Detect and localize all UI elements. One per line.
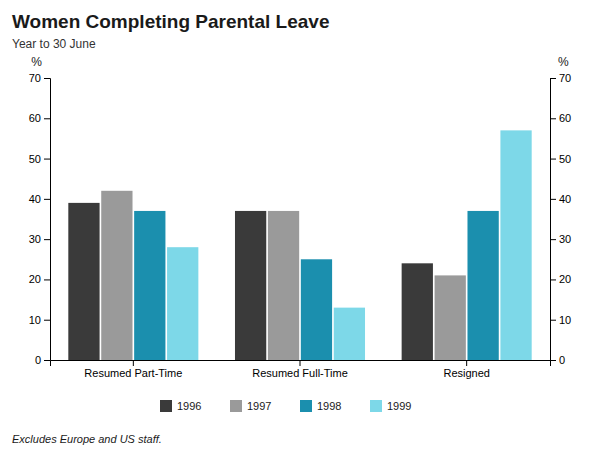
tick: Resumed Part-Time bbox=[84, 360, 182, 379]
bar-series bbox=[101, 191, 466, 360]
subtitle: Year to 30 June bbox=[12, 37, 96, 51]
tick-label: 20 bbox=[559, 273, 571, 285]
tick-label: 40 bbox=[29, 193, 41, 205]
tick-mark bbox=[300, 360, 301, 366]
bar bbox=[101, 191, 132, 360]
tick-label: Resigned bbox=[443, 367, 489, 379]
legend-item: 1996 bbox=[160, 400, 201, 412]
tick: 40 bbox=[550, 193, 571, 205]
tick: 60 bbox=[550, 112, 571, 124]
legend-item: 1997 bbox=[230, 400, 271, 412]
tick: 30 bbox=[29, 233, 50, 245]
legend-label: 1999 bbox=[387, 400, 411, 412]
title: Women Completing Parental Leave bbox=[12, 11, 329, 32]
tick-mark bbox=[44, 239, 50, 240]
tick-label: 10 bbox=[559, 314, 571, 326]
tick-mark bbox=[44, 118, 50, 119]
tick: 10 bbox=[29, 314, 50, 326]
axis-title: % bbox=[31, 55, 42, 69]
tick-mark bbox=[550, 159, 556, 160]
tick-label: 60 bbox=[29, 112, 41, 124]
x-axis: Resumed Part-Time Resumed Full-Time Resign… bbox=[51, 360, 551, 379]
legend-item: 1998 bbox=[300, 400, 341, 412]
legend-swatch bbox=[160, 400, 172, 412]
tick-label: 30 bbox=[29, 233, 41, 245]
tick-mark bbox=[550, 279, 556, 280]
tick-label: 70 bbox=[29, 72, 41, 84]
legend-swatch bbox=[300, 400, 312, 412]
tick: 10 bbox=[550, 314, 571, 326]
legend-item: 1999 bbox=[370, 400, 411, 412]
tick-mark bbox=[44, 320, 50, 321]
tick-mark bbox=[550, 78, 556, 79]
y-axis-right: 0 10 20 30 40 50 60 70 bbox=[550, 72, 571, 366]
axis-line bbox=[51, 361, 551, 367]
tick-mark bbox=[44, 159, 50, 160]
tick: 20 bbox=[550, 273, 571, 285]
bar bbox=[435, 275, 466, 360]
tick: 60 bbox=[29, 112, 50, 124]
tick: Resigned bbox=[443, 360, 489, 379]
y-axis: 0 10 20 30 40 50 60 70 bbox=[29, 72, 51, 366]
tick-label: 60 bbox=[559, 112, 571, 124]
plot: Resumed Part-Time Resumed Full-Time Resign… bbox=[29, 55, 572, 379]
tick-label: 30 bbox=[559, 233, 571, 245]
axis-title: % bbox=[558, 55, 569, 69]
tick: 0 bbox=[550, 354, 565, 366]
tick-mark bbox=[550, 239, 556, 240]
tick-label: 0 bbox=[35, 354, 41, 366]
tick: 50 bbox=[29, 153, 50, 165]
tick-mark bbox=[44, 199, 50, 200]
tick: 20 bbox=[29, 273, 50, 285]
bar-series bbox=[134, 211, 499, 360]
tick-label: 70 bbox=[559, 72, 571, 84]
legend-label: 1998 bbox=[317, 400, 341, 412]
bar bbox=[235, 211, 266, 360]
tick: 50 bbox=[550, 153, 571, 165]
legend-label: 1997 bbox=[247, 400, 271, 412]
tick-mark bbox=[550, 199, 556, 200]
axis-line bbox=[44, 79, 51, 361]
chart: Women Completing Parental Leave Year to 3… bbox=[0, 0, 600, 455]
legend-swatch bbox=[230, 400, 242, 412]
tick-label: Resumed Part-Time bbox=[84, 367, 182, 379]
tick-label: 40 bbox=[559, 193, 571, 205]
bar-series bbox=[167, 130, 532, 360]
tick: 30 bbox=[550, 233, 571, 245]
tick-label: 0 bbox=[559, 354, 565, 366]
tick-mark bbox=[133, 360, 134, 366]
tick-label: 20 bbox=[29, 273, 41, 285]
axis-line bbox=[551, 79, 557, 361]
tick-mark bbox=[466, 360, 467, 366]
bars bbox=[68, 130, 531, 360]
bar bbox=[167, 247, 198, 360]
tick: 70 bbox=[29, 72, 50, 84]
tick-mark bbox=[44, 78, 50, 79]
annotation: Excludes Europe and US staff. bbox=[12, 433, 162, 445]
bar bbox=[301, 259, 332, 360]
bar bbox=[467, 211, 498, 360]
tick-mark bbox=[44, 360, 50, 361]
tick: 40 bbox=[29, 193, 50, 205]
tick-label: 50 bbox=[559, 153, 571, 165]
tick: 0 bbox=[35, 354, 50, 366]
tick-mark bbox=[550, 118, 556, 119]
bar bbox=[334, 308, 365, 360]
bar bbox=[134, 211, 165, 360]
tick-mark bbox=[44, 279, 50, 280]
legend: 1996 1997 1998 1999 bbox=[160, 400, 411, 412]
bar bbox=[268, 211, 299, 360]
legend-label: 1996 bbox=[177, 400, 201, 412]
tick-mark bbox=[550, 360, 556, 361]
legend-swatch bbox=[370, 400, 382, 412]
tick-label: 50 bbox=[29, 153, 41, 165]
bar bbox=[402, 263, 433, 360]
tick: Resumed Full-Time bbox=[252, 360, 348, 379]
tick-label: Resumed Full-Time bbox=[252, 367, 348, 379]
bar bbox=[500, 130, 531, 360]
tick-label: 10 bbox=[29, 314, 41, 326]
tick: 70 bbox=[550, 72, 571, 84]
bar bbox=[68, 203, 99, 360]
tick-mark bbox=[550, 320, 556, 321]
